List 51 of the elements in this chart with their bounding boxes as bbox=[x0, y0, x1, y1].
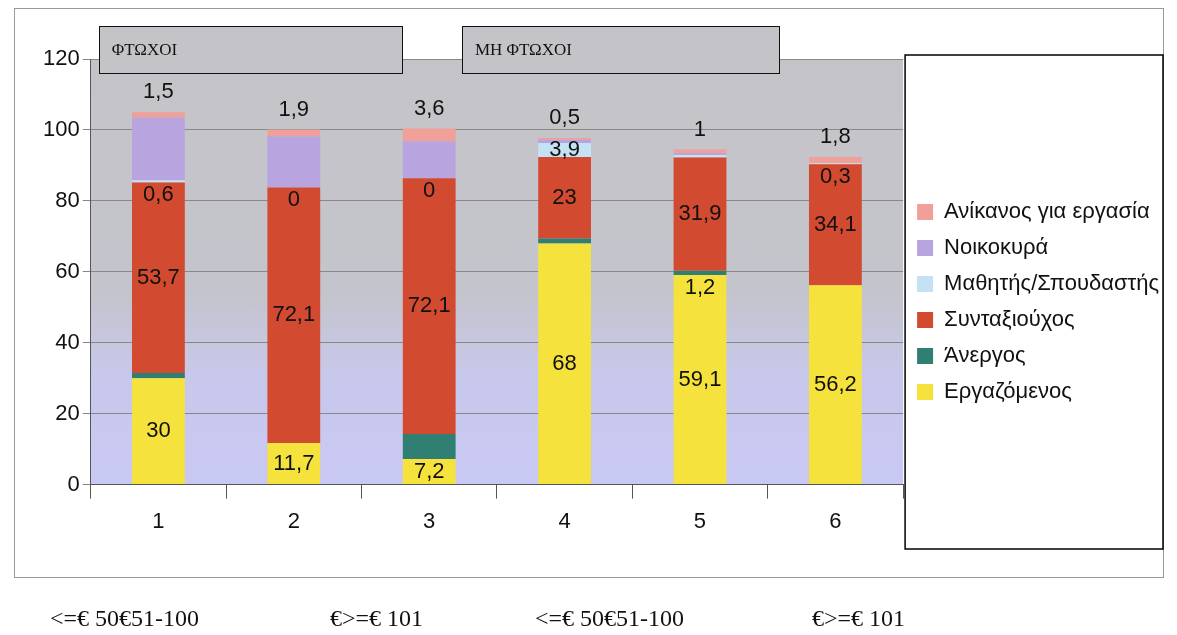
data-label: 59,1 bbox=[678, 365, 722, 391]
data-label: 30 bbox=[146, 417, 171, 443]
data-label: 72,1 bbox=[407, 292, 451, 318]
data-label: 1,8 bbox=[820, 122, 851, 148]
data-label: 3,6 bbox=[413, 94, 445, 120]
data-label: 23 bbox=[552, 183, 577, 209]
text: <=€ 50€51-100 bbox=[50, 605, 200, 632]
legend-label: Μαθητής/Σπουδαστής bbox=[944, 270, 1160, 296]
header-box: ΜΗ ΦΤΩΧΟΙ bbox=[461, 26, 780, 74]
y-tick-label: 20 bbox=[55, 399, 80, 425]
data-label: 0,6 bbox=[143, 181, 174, 207]
data-label: 1,5 bbox=[143, 78, 174, 104]
header-box: ΦΤΩΧΟΙ bbox=[98, 26, 404, 74]
data-label: 56,2 bbox=[813, 370, 857, 396]
data-label: 0 bbox=[287, 186, 300, 212]
data-label: 1 bbox=[693, 115, 707, 141]
annotation: ΜΗ ΦΤΩΧΟΙ bbox=[474, 40, 572, 60]
legend-label: Συνταξιούχος bbox=[944, 306, 1075, 332]
y-tick-label: 80 bbox=[55, 186, 80, 212]
data-label: 31,9 bbox=[678, 200, 722, 226]
x-tick-label: 2 bbox=[287, 507, 300, 533]
data-label: 0,5 bbox=[549, 104, 580, 130]
y-tick-label: 40 bbox=[55, 328, 80, 354]
data-label: 3,9 bbox=[549, 136, 580, 162]
legend-label: Νοικοκυρά bbox=[944, 234, 1049, 260]
y-tick-label: 0 bbox=[67, 470, 80, 496]
data-label: 1,2 bbox=[684, 274, 716, 300]
data-label: 34,1 bbox=[813, 210, 857, 236]
data-label: 72,1 bbox=[272, 301, 316, 327]
data-label: 68 bbox=[552, 349, 577, 375]
legend-label: Εργαζόμενος bbox=[944, 378, 1072, 404]
data-label: 0 bbox=[423, 177, 436, 203]
text: <=€ 50€51-100 bbox=[535, 605, 685, 632]
data-label: 7,2 bbox=[413, 457, 445, 483]
data-label: 0,3 bbox=[820, 163, 851, 189]
y-tick-label: 100 bbox=[42, 116, 80, 141]
legend-label: Άνεργος bbox=[944, 342, 1026, 368]
x-tick-label: 3 bbox=[423, 507, 436, 533]
legend-label: Ανίκανος για εργασία bbox=[944, 198, 1150, 224]
y-tick-label: 60 bbox=[55, 257, 80, 283]
text: €>=€ 101 bbox=[330, 605, 424, 632]
data-label: 1,9 bbox=[278, 95, 310, 121]
data-label: 11,7 bbox=[273, 449, 315, 475]
annotation: ΦΤΩΧΟΙ bbox=[111, 40, 178, 60]
x-tick-label: 4 bbox=[558, 507, 571, 533]
x-tick-label: 5 bbox=[693, 507, 707, 533]
x-tick-label: 1 bbox=[152, 507, 165, 533]
data-label: 53,7 bbox=[136, 263, 180, 289]
y-tick-label: 120 bbox=[42, 45, 80, 71]
x-tick-label: 6 bbox=[829, 507, 842, 533]
text: €>=€ 101 bbox=[812, 605, 906, 632]
